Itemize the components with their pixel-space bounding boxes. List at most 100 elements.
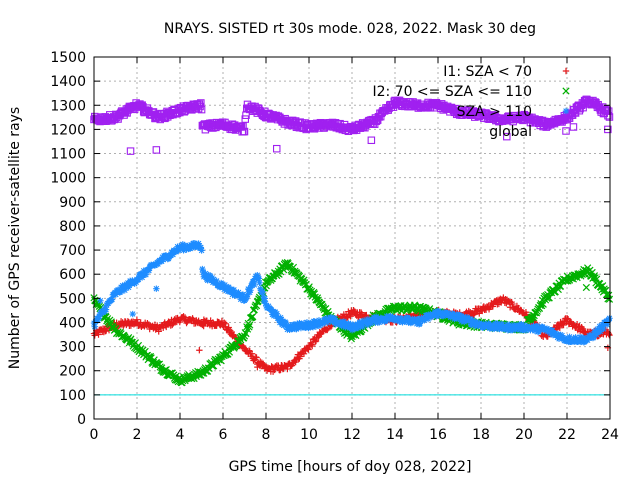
- data-point: [375, 319, 383, 326]
- data-point: [531, 327, 539, 335]
- x-tick-label: 6: [219, 427, 228, 443]
- data-point: [309, 342, 316, 350]
- data-point: [313, 294, 322, 302]
- data-point: [169, 321, 176, 329]
- legend-marker: [562, 67, 570, 75]
- data-point: [437, 309, 445, 317]
- data-point: [275, 316, 283, 324]
- data-point: [154, 260, 162, 268]
- x-tick-label: 4: [176, 427, 185, 443]
- x-tick-label: 2: [133, 427, 142, 443]
- data-point: [240, 344, 247, 351]
- data-point: [579, 325, 587, 333]
- data-point: [121, 286, 129, 294]
- data-point: [590, 272, 599, 280]
- data-point: [102, 308, 109, 315]
- data-point: [312, 323, 320, 330]
- data-point: [307, 319, 314, 327]
- data-point: [135, 276, 142, 283]
- data-point: [229, 291, 236, 298]
- data-point: [499, 323, 506, 330]
- data-point: [382, 317, 389, 325]
- data-point: [494, 320, 501, 327]
- data-point: [606, 331, 613, 339]
- data-point: [296, 353, 304, 360]
- x-axis-label: GPS time [hours of doy 028, 2022]: [229, 459, 472, 475]
- data-point: [112, 291, 120, 298]
- data-point: [218, 280, 226, 288]
- data-point: [584, 337, 591, 344]
- data-point: [509, 300, 516, 308]
- data-point: [239, 291, 247, 298]
- data-point: [605, 113, 614, 121]
- data-point: [399, 319, 406, 326]
- data-point: [273, 310, 281, 317]
- data-point: [564, 315, 571, 322]
- data-point: [237, 296, 244, 303]
- legend-label: global: [489, 124, 532, 140]
- data-point: [225, 324, 232, 331]
- data-point: [324, 326, 331, 334]
- data-point: [605, 295, 614, 303]
- y-tick-label: 600: [59, 267, 86, 283]
- outlier-point: [582, 283, 590, 292]
- data-point: [180, 247, 187, 254]
- outlier-point: [569, 123, 578, 131]
- data-point: [99, 309, 107, 316]
- data-point: [195, 100, 204, 108]
- data-point: [169, 251, 177, 258]
- data-point: [600, 325, 607, 333]
- data-point: [240, 127, 249, 136]
- data-point: [118, 287, 126, 295]
- outlier-point: [367, 136, 376, 145]
- data-point: [228, 328, 235, 336]
- data-point: [199, 265, 206, 273]
- x-tick-label: 12: [343, 427, 361, 443]
- data-point: [590, 333, 597, 341]
- data-point: [394, 315, 401, 323]
- outlier-point: [129, 310, 136, 318]
- data-point: [198, 369, 206, 377]
- data-point: [125, 284, 132, 291]
- data-point: [256, 279, 263, 287]
- data-point: [95, 315, 102, 322]
- y-tick-label: 700: [59, 243, 86, 259]
- data-point: [497, 324, 504, 331]
- legend-label: I1: SZA < 70: [443, 64, 532, 80]
- data-point: [597, 328, 604, 335]
- data-point: [155, 328, 162, 335]
- data-point: [363, 321, 371, 329]
- x-tick-label: 10: [300, 427, 318, 443]
- data-point: [95, 331, 102, 338]
- data-point: [588, 331, 596, 338]
- data-point: [255, 275, 262, 282]
- y-tick-label: 1500: [50, 50, 86, 66]
- data-point: [248, 350, 256, 357]
- x-tick-label: 16: [429, 427, 447, 443]
- data-point: [572, 334, 579, 341]
- outlier-point: [196, 347, 203, 354]
- data-point: [183, 319, 190, 327]
- data-point: [354, 324, 362, 332]
- x-tick-label: 24: [601, 427, 619, 443]
- data-point: [449, 311, 457, 318]
- data-point: [145, 267, 153, 274]
- data-point: [544, 328, 551, 335]
- data-point: [163, 252, 170, 259]
- outlier-point: [254, 363, 261, 371]
- data-point: [367, 319, 375, 326]
- chart-title: NRAYS. SISTED rt 30s mode. 028, 2022. Ma…: [164, 21, 536, 37]
- data-point: [416, 320, 424, 327]
- data-point: [268, 306, 275, 314]
- y-tick-label: 1200: [50, 122, 86, 138]
- outlier-point: [152, 146, 161, 154]
- data-point: [549, 327, 556, 334]
- data-point: [305, 346, 312, 353]
- data-point: [250, 278, 257, 285]
- data-point: [197, 244, 205, 251]
- data-point: [539, 300, 547, 308]
- data-point: [452, 314, 460, 321]
- y-tick-label: 0: [77, 412, 86, 428]
- outlier-point: [503, 132, 511, 141]
